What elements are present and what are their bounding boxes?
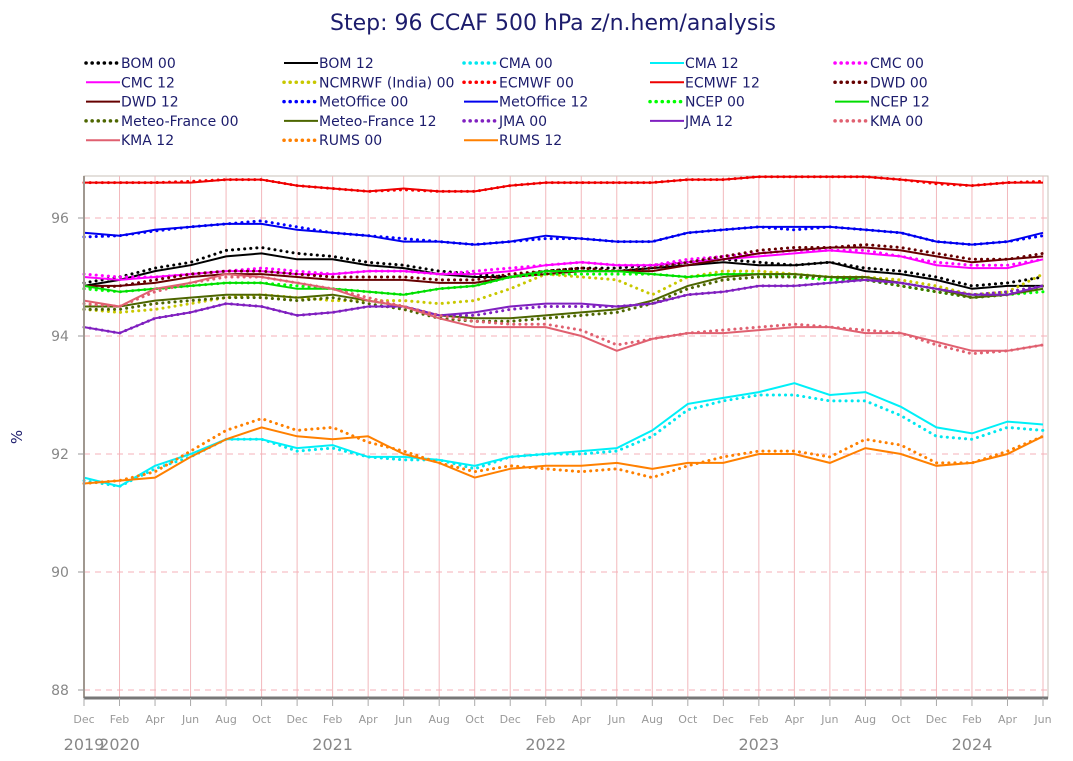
x-tick-label-month: Jun xyxy=(1033,713,1051,726)
legend-label: RUMS 00 xyxy=(319,133,382,149)
x-tick-label-month: Apr xyxy=(998,713,1018,726)
x-tick-label-month: Dec xyxy=(713,713,734,726)
x-tick-label-month: Feb xyxy=(536,713,555,726)
series-line-bom-00 xyxy=(82,245,1045,288)
legend-label: NCEP 00 xyxy=(685,95,745,111)
legend-label: JMA 00 xyxy=(498,114,547,130)
series-line-dwd-12 xyxy=(84,246,1044,287)
series-line-metoffice-12 xyxy=(83,222,1044,246)
chart-title: Step: 96 CCAF 500 hPa z/n.hem/analysis xyxy=(330,11,776,36)
series-line-rums-12 xyxy=(83,426,1044,485)
legend-label: NCEP 12 xyxy=(870,95,930,111)
series-line-dwd-00 xyxy=(82,243,1045,291)
x-tick-label-month: Dec xyxy=(286,713,307,726)
legend-label: JMA 12 xyxy=(684,114,733,130)
legend-label: CMA 12 xyxy=(685,56,739,72)
legend-label: MetOffice 00 xyxy=(319,95,408,111)
x-tick-label-month: Oct xyxy=(678,713,698,726)
x-tick-label-month: Feb xyxy=(962,713,981,726)
legend-label: Meteo-France 12 xyxy=(319,114,437,130)
x-tick-label-year: 2022 xyxy=(525,735,566,754)
x-tick-label-month: Feb xyxy=(323,713,342,726)
x-tick-label-month: Oct xyxy=(252,713,272,726)
y-tick-label: 92 xyxy=(51,447,69,463)
x-tick-label-year: 2019 xyxy=(64,735,105,754)
legend-label: BOM 00 xyxy=(121,56,176,72)
y-tick-label: 88 xyxy=(51,683,69,699)
x-tick-label-month: Apr xyxy=(572,713,592,726)
x-tick-label-month: Aug xyxy=(642,713,663,726)
y-axis-ticks: 88 90 92 94 96 xyxy=(51,211,84,699)
x-tick-label-month: Jun xyxy=(181,713,199,726)
plot-area xyxy=(83,175,1049,699)
x-tick-label-year: 2024 xyxy=(952,735,993,754)
legend-label: DWD 00 xyxy=(870,75,928,91)
legend-label: CMC 12 xyxy=(121,75,175,91)
legend-label: Meteo-France 00 xyxy=(121,114,239,130)
x-tick-label-month: Apr xyxy=(146,713,166,726)
x-tick-label-month: Feb xyxy=(749,713,768,726)
series-line-cma-12 xyxy=(83,382,1044,488)
legend-label: RUMS 12 xyxy=(499,133,562,149)
series-line-ncep-00 xyxy=(82,272,1045,300)
legend-label: DWD 12 xyxy=(121,95,179,111)
x-tick-label-month: Apr xyxy=(359,713,379,726)
series-line-meteo-france-00 xyxy=(82,275,1045,323)
legend-label: KMA 12 xyxy=(121,133,174,149)
legend-label: CMA 00 xyxy=(499,56,553,72)
x-tick-label-month: Oct xyxy=(891,713,911,726)
x-tick-label-year: 2020 xyxy=(99,735,140,754)
x-tick-label-month: Jun xyxy=(394,713,412,726)
series-line-jma-12 xyxy=(83,278,1044,335)
series-lines xyxy=(82,175,1045,488)
x-tick-label-month: Dec xyxy=(926,713,947,726)
x-tick-label-month: Aug xyxy=(215,713,236,726)
series-line-metoffice-00 xyxy=(82,219,1045,247)
legend: BOM 00 BOM 12 CMA 00 CMA 12 CMC 00 CMC 12 NCMR… xyxy=(84,56,930,149)
legend-label: CMC 00 xyxy=(870,56,924,72)
y-tick-label: 96 xyxy=(51,211,69,227)
x-tick-label-month: Apr xyxy=(785,713,805,726)
x-tick-label-month: Feb xyxy=(110,713,129,726)
x-tick-label-month: Aug xyxy=(428,713,449,726)
series-line-cmc-12 xyxy=(83,249,1044,281)
y-tick-label: 90 xyxy=(51,565,69,581)
x-tick-label-month: Jun xyxy=(607,713,625,726)
legend-label: BOM 12 xyxy=(319,56,374,72)
legend-label: ECMWF 12 xyxy=(685,75,760,91)
grid xyxy=(83,176,1048,698)
x-tick-label-month: Aug xyxy=(855,713,876,726)
x-tick-label-month: Jun xyxy=(820,713,838,726)
legend-label: ECMWF 00 xyxy=(499,75,574,91)
x-axis-ticks: Dec Feb Apr Jun Aug Oct Dec Feb Apr Jun Aug Oct Dec F… xyxy=(64,698,1052,754)
series-line-kma-00 xyxy=(82,275,1045,356)
x-tick-label-month: Dec xyxy=(500,713,521,726)
x-tick-label-month: Oct xyxy=(465,713,485,726)
series-line-ecmwf-12 xyxy=(84,175,1043,193)
series-line-kma-12 xyxy=(83,273,1044,352)
x-tick-label-month: Dec xyxy=(73,713,94,726)
x-tick-label-year: 2021 xyxy=(312,735,353,754)
legend-label: NCMRWF (India) 00 xyxy=(319,75,454,91)
y-tick-label: 94 xyxy=(51,329,69,345)
series-line-meteo-france-12 xyxy=(84,273,1044,320)
x-tick-label-year: 2023 xyxy=(738,735,779,754)
legend-label: MetOffice 12 xyxy=(499,95,588,111)
y-axis-label: % xyxy=(8,430,26,444)
legend-label: KMA 00 xyxy=(870,114,923,130)
